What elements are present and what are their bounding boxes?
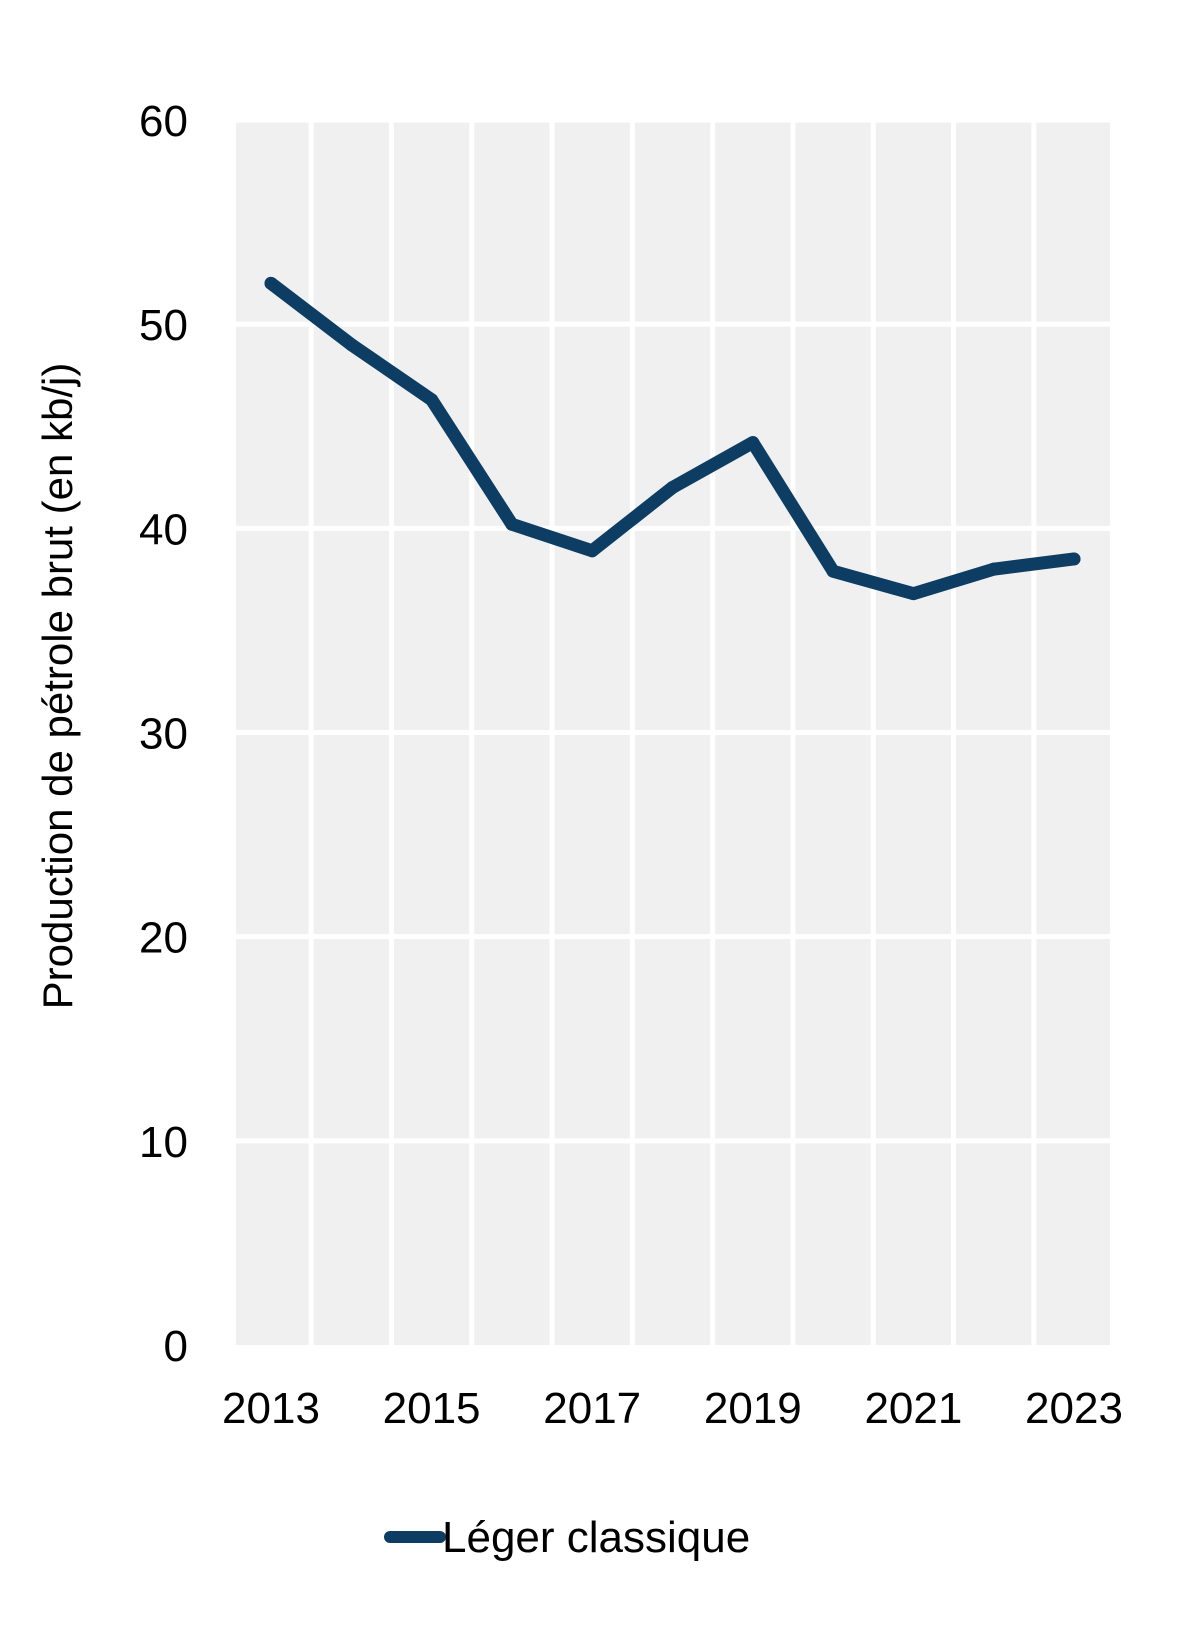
x-tick-label: 2023 xyxy=(1025,1384,1123,1433)
y-tick-label: 50 xyxy=(139,301,188,350)
legend: Léger classique xyxy=(384,1513,750,1562)
data-point xyxy=(344,338,358,352)
data-point xyxy=(826,564,840,578)
x-tick-label: 2015 xyxy=(383,1384,481,1433)
data-point xyxy=(987,562,1001,576)
data-point xyxy=(1067,552,1081,566)
x-axis-ticks: 2013 2015 2017 2019 2021 2023 xyxy=(222,1384,1123,1433)
y-tick-label: 20 xyxy=(139,914,188,963)
series-layer xyxy=(264,276,1081,601)
data-point xyxy=(505,517,519,531)
x-tick-label: 2013 xyxy=(222,1384,320,1433)
data-point xyxy=(666,481,679,494)
x-tick-label: 2017 xyxy=(543,1384,641,1433)
data-point xyxy=(906,587,920,601)
y-tick-label: 60 xyxy=(139,97,188,146)
legend-label: Léger classique xyxy=(442,1513,750,1562)
x-tick-label: 2019 xyxy=(704,1384,802,1433)
data-point xyxy=(425,393,439,407)
y-tick-label: 40 xyxy=(139,505,188,554)
data-point xyxy=(264,276,278,290)
y-axis-label: Production de pétrole brut (en kb/j) xyxy=(34,363,81,1010)
y-axis-ticks: 0 10 20 30 40 50 60 xyxy=(139,97,188,1371)
grid-horizontal xyxy=(236,117,1110,1144)
data-point xyxy=(746,436,760,450)
y-tick-label: 30 xyxy=(139,710,188,759)
y-tick-label: 0 xyxy=(164,1322,188,1371)
x-tick-label: 2021 xyxy=(864,1384,962,1433)
data-point xyxy=(585,544,599,558)
y-tick-label: 10 xyxy=(139,1118,188,1167)
